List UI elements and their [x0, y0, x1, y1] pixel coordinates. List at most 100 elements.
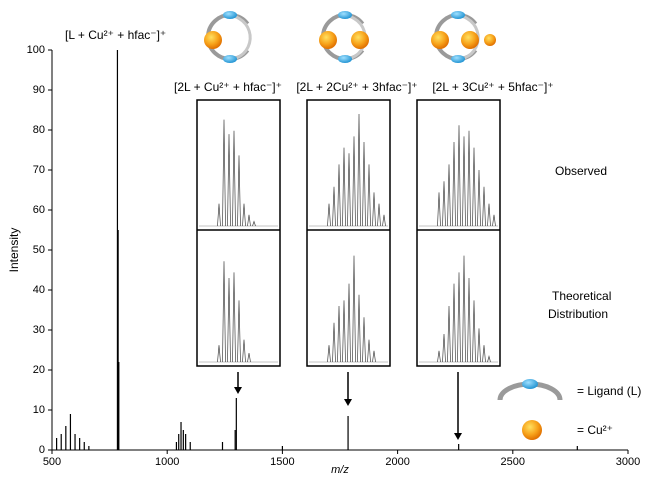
cu-ion [522, 420, 542, 440]
inset-peak [352, 136, 356, 227]
arrowhead [454, 433, 462, 440]
legend-label: = Cu²⁺ [577, 423, 613, 437]
cu-ion [351, 31, 369, 49]
inset-peak [327, 345, 331, 363]
inset-peak [487, 203, 491, 227]
inset-peak [482, 186, 486, 227]
inset-peak [372, 192, 376, 227]
inset-peak [227, 134, 231, 227]
cu-ion [484, 34, 496, 46]
ligand-cap [451, 11, 465, 19]
inset-peak [487, 355, 491, 363]
inset-peak [357, 113, 361, 227]
inset-peak [367, 164, 371, 227]
inset-peak [452, 141, 456, 227]
inset-peak [332, 322, 336, 363]
inset-peak [217, 345, 221, 363]
x-tick-label: 1500 [270, 456, 294, 468]
annotation: [L + Cu²⁺ + hfac⁻]⁺ [65, 28, 166, 42]
inset-peak [242, 203, 246, 227]
ligand-cap [223, 55, 237, 63]
inset-peak [477, 328, 481, 363]
inset-peak [382, 214, 386, 227]
y-tick-label: 10 [33, 404, 45, 416]
inset-peak [462, 136, 466, 227]
inset-peak [472, 300, 476, 363]
y-axis-title: Intensity [7, 228, 21, 273]
ligand-cap [451, 55, 465, 63]
inset-peak [442, 333, 446, 363]
cu-ion [431, 31, 449, 49]
y-tick-label: 20 [33, 364, 45, 376]
inset-peak [357, 294, 361, 363]
arrowhead [344, 399, 352, 406]
inset-peak [237, 155, 241, 227]
y-tick-label: 40 [33, 284, 45, 296]
inset-peak [337, 164, 341, 227]
inset-peak [247, 352, 251, 363]
inset-label: [2L + Cu²⁺ + hfac⁻]⁺ [174, 80, 282, 94]
y-tick-label: 60 [33, 204, 45, 216]
cu-ion [204, 31, 222, 49]
inset-peak [232, 130, 236, 227]
inset-peak [222, 119, 226, 227]
ligand-cap [338, 55, 352, 63]
x-tick-label: 3000 [616, 456, 640, 468]
inset-peak [247, 214, 251, 227]
inset-label: [2L + 2Cu²⁺ + 3hfac⁻]⁺ [296, 80, 417, 94]
observed-label: Observed [555, 164, 607, 178]
inset-peak [227, 277, 231, 363]
inset-peak [252, 220, 256, 227]
inset-peak [467, 277, 471, 363]
inset-peak [437, 192, 441, 227]
inset-peak [367, 339, 371, 363]
inset-peak [337, 305, 341, 363]
x-tick-label: 2000 [385, 456, 409, 468]
inset-peak [222, 261, 226, 363]
inset-peak [457, 125, 461, 227]
y-tick-label: 100 [27, 44, 45, 56]
inset-peak [362, 141, 366, 227]
inset-peak [462, 255, 466, 363]
y-tick-label: 0 [39, 444, 45, 456]
inset-peak [232, 272, 236, 363]
inset-peak [442, 181, 446, 227]
inset-peak [342, 147, 346, 227]
legend-label: = Ligand (L) [577, 384, 641, 398]
inset-peak [437, 350, 441, 363]
inset-peak [457, 272, 461, 363]
x-tick-label: 1000 [155, 456, 179, 468]
x-axis-title: m/z [331, 464, 349, 476]
inset-peak [217, 203, 221, 227]
cu-ion [461, 31, 479, 49]
inset-peak [447, 305, 451, 363]
inset-peak [452, 283, 456, 363]
cu-ion [319, 31, 337, 49]
inset-peak [492, 214, 496, 227]
inset-peak [467, 130, 471, 227]
inset-label: [2L + 3Cu²⁺ + 5hfac⁻]⁺ [432, 80, 553, 94]
arrowhead [234, 387, 242, 394]
y-tick-label: 80 [33, 124, 45, 136]
inset-peak [342, 300, 346, 363]
theoretical-label: Distribution [548, 307, 608, 321]
inset-peak [372, 350, 376, 363]
inset-peak [482, 345, 486, 363]
inset-peak [447, 164, 451, 227]
inset-peak [472, 147, 476, 227]
inset-peak [362, 317, 366, 363]
y-tick-label: 90 [33, 84, 45, 96]
inset-peak [352, 255, 356, 363]
ligand-cap [338, 11, 352, 19]
inset-peak [332, 186, 336, 227]
legend-ligand-cap [522, 379, 538, 389]
y-tick-label: 70 [33, 164, 45, 176]
x-tick-label: 500 [43, 456, 61, 468]
inset-peak [377, 203, 381, 227]
inset-peak [347, 283, 351, 363]
inset-peak [347, 153, 351, 227]
inset-peak [242, 339, 246, 363]
y-tick-label: 50 [33, 244, 45, 256]
ligand-cap [223, 11, 237, 19]
inset-peak [477, 169, 481, 227]
